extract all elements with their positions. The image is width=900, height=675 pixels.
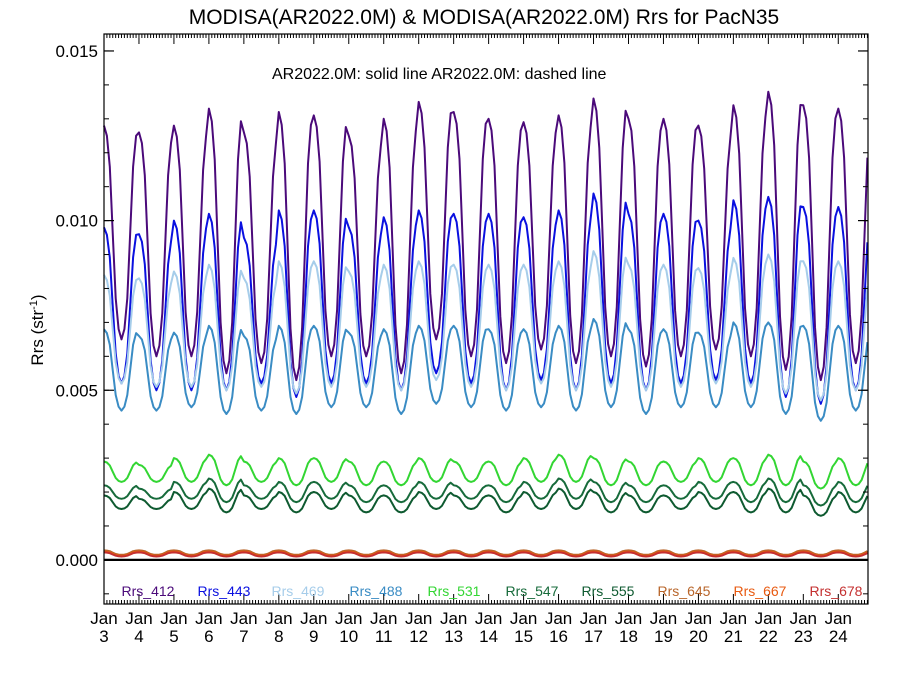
x-tick-year-label: 21 (724, 627, 743, 646)
y-axis-label: Rrs (str-1) (28, 294, 47, 365)
x-tick-month-label: Jan (825, 609, 852, 628)
x-tick-month-label: Jan (125, 609, 152, 628)
x-tick-month-label: Jan (195, 609, 222, 628)
y-tick-label: 0.010 (55, 212, 98, 231)
x-tick-year-label: 4 (134, 627, 143, 646)
x-tick-month-label: Jan (580, 609, 607, 628)
series-line-rrs-412 (103, 90, 869, 382)
legend-entry-rrs-412: Rrs_412 (122, 583, 175, 599)
y-tick-label: 0.015 (55, 42, 98, 61)
x-tick-year-label: 22 (759, 627, 778, 646)
legend-entry-rrs-678: Rrs_678 (810, 583, 863, 599)
legend-entry-rrs-443: Rrs_443 (198, 583, 251, 599)
x-tick-year-label: 6 (204, 627, 213, 646)
x-tick-year-label: 23 (794, 627, 813, 646)
y-tick-label: 0.000 (55, 551, 98, 570)
x-tick-year-label: 7 (239, 627, 248, 646)
series-line-rrs-443 (103, 192, 869, 405)
x-tick-year-label: 9 (309, 627, 318, 646)
x-tick-month-label: Jan (440, 609, 467, 628)
x-tick-month-label: Jan (230, 609, 257, 628)
chart-title: MODISA(AR2022.0M) & MODISA(AR2022.0M) Rr… (189, 6, 780, 29)
x-tick-month-label: Jan (650, 609, 677, 628)
x-tick-year-label: 5 (169, 627, 178, 646)
x-tick-month-label: Jan (160, 609, 187, 628)
x-tick-year-label: 19 (654, 627, 673, 646)
x-tick-year-label: 17 (584, 627, 603, 646)
x-tick-year-label: 20 (689, 627, 708, 646)
series-line-rrs-547 (103, 477, 869, 507)
x-tick-month-label: Jan (615, 609, 642, 628)
x-tick-year-label: 11 (375, 627, 393, 646)
x-tick-year-label: 14 (479, 627, 498, 646)
x-tick-month-label: Jan (475, 609, 502, 628)
series-line-rrs-678 (103, 551, 868, 558)
series-line-rrs-469 (103, 250, 869, 402)
legend-entry-rrs-547: Rrs_547 (506, 583, 559, 599)
x-tick-year-label: 15 (514, 627, 533, 646)
x-tick-month-label: Jan (545, 609, 572, 628)
series-line-rrs-531 (103, 453, 869, 490)
x-tick-year-label: 16 (549, 627, 568, 646)
x-tick-month-label: Jan (300, 609, 327, 628)
series-line-rrs-488 (103, 318, 869, 422)
x-tick-month-label: Jan (685, 609, 712, 628)
legend-entry-rrs-667: Rrs_667 (734, 583, 787, 599)
series-line-rrs-555 (103, 487, 869, 517)
x-tick-month-label: Jan (720, 609, 747, 628)
x-tick-month-label: Jan (510, 609, 537, 628)
legend-entry-rrs-531: Rrs_531 (428, 583, 481, 599)
x-tick-year-label: 24 (829, 627, 848, 646)
x-tick-month-label: Jan (335, 609, 362, 628)
x-tick-year-label: 10 (339, 627, 358, 646)
x-tick-month-label: Jan (405, 609, 432, 628)
x-tick-year-label: 12 (409, 627, 428, 646)
x-tick-year-label: 13 (444, 627, 463, 646)
x-tick-year-label: 18 (619, 627, 638, 646)
line-style-annotation: AR2022.0M: solid line AR2022.0M: dashed … (272, 66, 607, 83)
x-tick-year-label: 8 (274, 627, 283, 646)
x-tick-month-label: Jan (265, 609, 292, 628)
x-tick-month-label: Jan (755, 609, 782, 628)
legend-entry-rrs-488: Rrs_488 (350, 583, 403, 599)
x-tick-month-label: Jan (370, 609, 397, 628)
y-tick-label: 0.005 (55, 381, 98, 400)
legend-entry-rrs-555: Rrs_555 (582, 583, 635, 599)
legend-entry-rrs-645: Rrs_645 (658, 583, 711, 599)
x-tick-year-label: 3 (99, 627, 108, 646)
legend-entry-rrs-469: Rrs_469 (272, 583, 325, 599)
x-tick-month-label: Jan (90, 609, 117, 628)
x-tick-month-label: Jan (790, 609, 817, 628)
